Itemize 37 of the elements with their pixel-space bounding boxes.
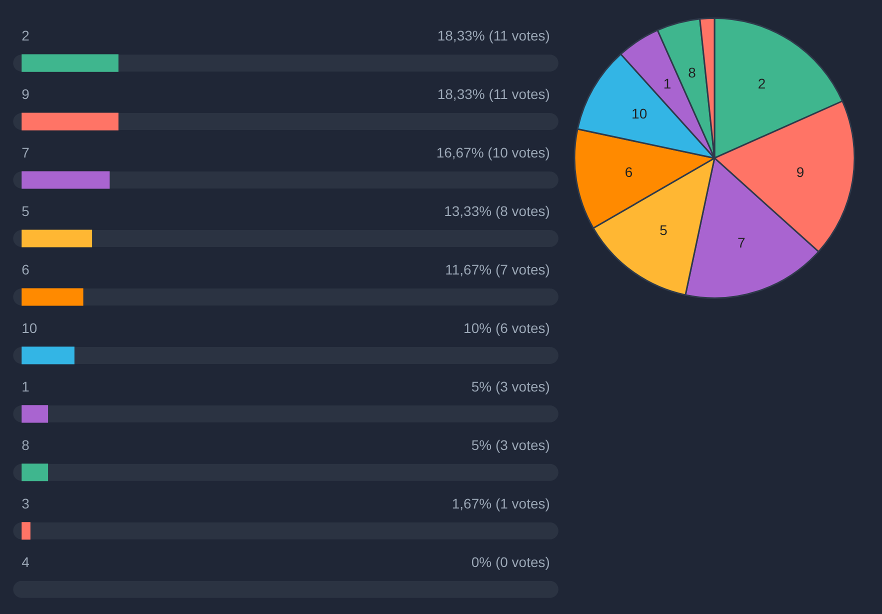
y-tick-label: 1 — [22, 378, 30, 394]
y-tick-label: 4 — [22, 554, 30, 570]
bar — [22, 288, 84, 306]
slice-label: 9 — [796, 164, 804, 180]
y-tick-label: 8 — [22, 436, 30, 453]
data-label: 10% (6 votes) — [464, 320, 550, 336]
bar — [22, 346, 74, 364]
data-label: 18,33% (11 votes) — [437, 28, 550, 44]
slice-label: 10 — [632, 106, 648, 122]
y-tick-label: 5 — [22, 203, 30, 220]
bar — [22, 230, 92, 248]
slice-label: 6 — [624, 164, 633, 180]
slice-label: 1 — [663, 76, 672, 92]
slice-label: 2 — [758, 76, 766, 92]
slice-label: 5 — [660, 222, 668, 238]
bar — [22, 171, 110, 189]
y-tick-label: 10 — [22, 320, 38, 336]
bar — [22, 522, 30, 540]
data-label: 11,67% (7 votes) — [445, 261, 550, 278]
slice-label: 7 — [737, 234, 746, 251]
bar — [22, 405, 48, 423]
data-label: 18,33% (11 votes) — [437, 86, 550, 102]
data-label: 16,67% (10 votes) — [436, 144, 550, 161]
y-tick-label: 3 — [22, 495, 30, 512]
y-tick-label: 2 — [22, 28, 30, 44]
data-label: 0% (0 votes) — [471, 554, 550, 570]
y-tick-label: 9 — [22, 86, 30, 102]
y-tick-label: 7 — [22, 144, 30, 161]
slice-label: 8 — [688, 64, 696, 80]
y-tick-label: 6 — [22, 261, 30, 278]
data-label: 5% (3 votes) — [471, 436, 550, 453]
bar — [22, 54, 118, 72]
bar — [22, 464, 48, 482]
data-label: 13,33% (8 votes) — [444, 203, 550, 220]
bar — [22, 112, 118, 130]
data-label: 5% (3 votes) — [471, 378, 550, 394]
data-label: 1,67% (1 votes) — [452, 495, 550, 512]
